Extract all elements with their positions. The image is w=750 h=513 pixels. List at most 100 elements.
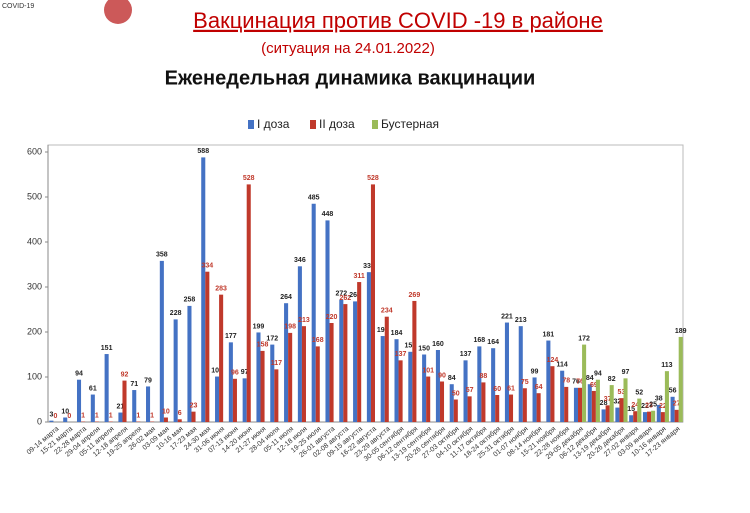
data-label: 485 (308, 195, 320, 202)
data-label: 198 (284, 324, 296, 331)
chart-title: Еженедельная динамика вакцинации (165, 67, 536, 89)
bar (315, 346, 320, 422)
data-label: 334 (201, 263, 213, 270)
bar (564, 386, 569, 422)
bar (637, 398, 642, 422)
bar (325, 220, 330, 422)
data-label: 0 (67, 413, 71, 420)
data-label: 191 (377, 327, 389, 334)
bar (477, 346, 482, 422)
subtitle: (ситуация на 24.01.2022) (261, 40, 435, 57)
data-label: 258 (184, 297, 196, 304)
data-label: 588 (197, 148, 209, 155)
data-label: 101 (422, 367, 434, 374)
y-tick-label: 400 (27, 236, 42, 246)
data-label: 172 (266, 335, 278, 342)
data-label: 28 (600, 400, 608, 407)
bar (357, 282, 362, 422)
bar (297, 266, 302, 422)
data-label: 78 (562, 378, 570, 385)
bar (232, 378, 237, 422)
data-label: 56 (669, 388, 677, 395)
data-label: 92 (121, 371, 129, 378)
bar (284, 303, 289, 422)
data-label: 76 (576, 379, 584, 386)
bar (49, 420, 54, 422)
data-label: 57 (466, 387, 474, 394)
bar (370, 184, 376, 422)
data-label: 37 (604, 396, 612, 403)
data-label: 172 (578, 335, 590, 342)
bar (595, 379, 600, 422)
bar (366, 272, 371, 422)
data-label: 94 (594, 371, 602, 378)
data-label: 32 (613, 398, 621, 405)
bar (449, 384, 454, 422)
y-tick-label: 0 (37, 416, 42, 426)
data-label: 199 (253, 323, 265, 330)
page-title: Вакцинация против COVID -19 в районе (193, 8, 603, 33)
legend-swatch (372, 120, 378, 129)
bar (384, 316, 389, 422)
bar (629, 415, 634, 422)
data-label: 0 (54, 413, 58, 420)
data-label: 6 (178, 410, 182, 417)
bar (187, 305, 192, 422)
data-label: 22 (659, 403, 667, 410)
bar (380, 336, 385, 422)
data-label: 3 (49, 411, 53, 418)
bar (146, 386, 151, 422)
legend-label: Бустерная (381, 117, 439, 131)
bar (201, 157, 206, 422)
bar (591, 390, 596, 422)
data-label: 99 (531, 368, 539, 375)
data-label: 101 (211, 367, 223, 374)
data-label: 158 (257, 342, 269, 349)
data-label: 50 (452, 390, 460, 397)
data-label: 168 (474, 337, 486, 344)
data-label: 53 (618, 389, 626, 396)
data-label: 82 (608, 376, 616, 383)
data-label: 124 (547, 357, 559, 364)
bar (651, 410, 656, 422)
bar (532, 377, 537, 422)
data-label: 181 (543, 331, 555, 338)
bar (573, 387, 579, 422)
data-label: 64 (535, 384, 543, 391)
data-label: 97 (622, 369, 630, 376)
data-label: 177 (225, 333, 237, 340)
data-label: 333 (363, 263, 375, 270)
bar (104, 354, 109, 422)
y-tick-label: 300 (27, 281, 42, 291)
bar (522, 388, 527, 422)
data-label: 164 (487, 339, 499, 346)
bar (246, 184, 251, 422)
legend-swatch (248, 120, 254, 129)
data-label: 38 (655, 396, 663, 403)
data-label: 90 (438, 372, 446, 379)
data-label: 150 (418, 345, 430, 352)
bar (191, 411, 196, 422)
legend-label: I доза (257, 117, 290, 131)
bar (118, 412, 123, 422)
data-label: 24 (631, 402, 639, 409)
bar (609, 385, 614, 422)
data-label: 156 (404, 343, 416, 350)
bar (615, 407, 620, 422)
data-label: 137 (460, 351, 472, 358)
data-label: 113 (661, 362, 672, 369)
data-label: 10 (162, 408, 170, 415)
data-label: 23 (645, 402, 653, 409)
y-tick-label: 100 (27, 371, 42, 381)
bar (205, 271, 210, 422)
bar (508, 394, 514, 422)
bar (678, 336, 683, 422)
bar (587, 384, 592, 422)
data-label: 151 (101, 345, 113, 352)
data-label: 213 (298, 317, 310, 324)
data-label: 25 (649, 402, 657, 409)
legend-swatch (310, 120, 316, 129)
bar (660, 412, 665, 422)
bar (550, 366, 555, 422)
